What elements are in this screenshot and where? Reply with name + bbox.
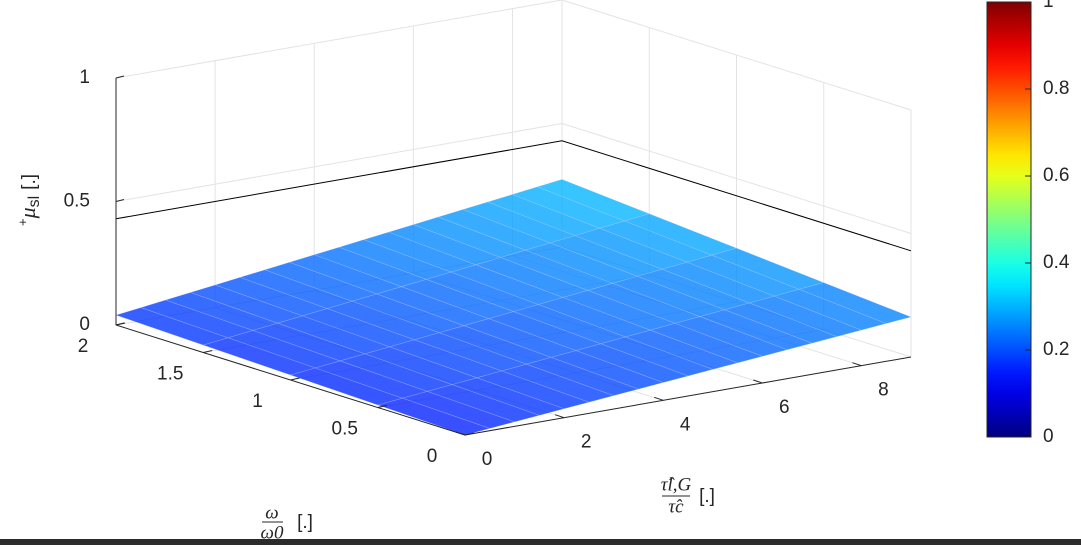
surface-patch bbox=[202, 337, 317, 376]
y-axis-label: ω ω0 [.] bbox=[261, 502, 313, 543]
surface-patch bbox=[276, 315, 391, 355]
surface-patch bbox=[401, 391, 516, 429]
plane-edge bbox=[115, 140, 912, 252]
z-label-sup: + bbox=[15, 218, 30, 226]
tick-mark bbox=[290, 377, 300, 381]
colorbar-tick-label: 0.4 bbox=[1043, 252, 1070, 273]
x-axis-label: τ̂l,G τ̂c [.] bbox=[661, 474, 715, 517]
x-tick-label: 2 bbox=[581, 432, 592, 453]
y-label-numerator: ω bbox=[265, 502, 278, 523]
y-tick-label: 0 bbox=[427, 446, 438, 467]
x-label-numerator: τ̂l,G bbox=[661, 474, 692, 495]
x-axis bbox=[464, 356, 912, 436]
surface-patch bbox=[376, 397, 491, 436]
surface-patch bbox=[115, 307, 230, 346]
z-label-unit: [.] bbox=[19, 174, 40, 190]
grid-line bbox=[115, 123, 563, 202]
surface-patch bbox=[499, 249, 614, 291]
z-tick-label: 0 bbox=[79, 314, 90, 335]
tick-mark bbox=[554, 414, 565, 419]
y-label-denominator: ω0 bbox=[261, 522, 284, 543]
tick-mark bbox=[203, 350, 213, 353]
bottom-bar bbox=[0, 539, 1081, 545]
y-tick-label: 1 bbox=[252, 391, 263, 412]
colorbar-tick-label: 0.6 bbox=[1043, 165, 1069, 186]
x-tick-label: 6 bbox=[779, 397, 790, 418]
tick-mark bbox=[654, 396, 664, 401]
x-tick-label: 8 bbox=[878, 380, 889, 401]
z-tick-label: 1 bbox=[79, 67, 90, 88]
surface-patch bbox=[649, 323, 764, 364]
x-tick-label: 0 bbox=[482, 449, 493, 470]
surface-patch bbox=[624, 329, 739, 370]
grid-line bbox=[561, 123, 912, 234]
colorbar-tick-label: 0.8 bbox=[1043, 78, 1069, 99]
z-axis-label: +μsl [.] bbox=[15, 174, 43, 226]
surface-patch bbox=[512, 304, 627, 345]
y-tick-label: 2 bbox=[78, 336, 89, 357]
surface-patch bbox=[425, 271, 540, 312]
x-tick-label: 4 bbox=[680, 414, 691, 435]
surface-patch bbox=[338, 239, 452, 280]
z-tick-label: 0.5 bbox=[64, 191, 90, 212]
colorbar-tick-label: 1 bbox=[1043, 0, 1054, 12]
z-label-sub: sl bbox=[26, 196, 43, 208]
colorbar bbox=[986, 1, 1032, 438]
tick-mark bbox=[464, 432, 475, 436]
surface-patch bbox=[387, 224, 502, 266]
y-tick-label: 0.5 bbox=[332, 419, 358, 440]
z-label-symbol: μ bbox=[15, 207, 40, 219]
surface-patch bbox=[139, 299, 254, 339]
grid-line bbox=[561, 0, 912, 111]
tick-mark bbox=[115, 322, 126, 326]
x-label-denominator: τ̂c bbox=[668, 496, 684, 517]
surface-patch bbox=[313, 246, 428, 288]
tick-mark bbox=[455, 431, 466, 436]
grid-line bbox=[115, 0, 563, 79]
colorbar-tick-label: 0.2 bbox=[1043, 339, 1069, 360]
colorbar-tick-label: 0 bbox=[1043, 426, 1054, 447]
y-tick-label: 1.5 bbox=[157, 364, 183, 385]
tick-mark bbox=[852, 362, 862, 367]
surface-patch bbox=[412, 216, 527, 258]
tick-mark bbox=[115, 75, 125, 79]
surface-patch bbox=[426, 384, 541, 423]
surface-patch bbox=[314, 360, 429, 399]
x-label-unit: [.] bbox=[699, 486, 715, 507]
y-label-unit: [.] bbox=[297, 512, 313, 533]
surface-patch bbox=[189, 284, 304, 324]
tick-mark bbox=[115, 199, 125, 202]
tick-mark bbox=[377, 405, 387, 408]
surface-patch bbox=[550, 350, 665, 390]
tick-mark bbox=[753, 379, 763, 384]
surface-patch bbox=[450, 264, 565, 305]
surface-patch bbox=[363, 346, 478, 385]
